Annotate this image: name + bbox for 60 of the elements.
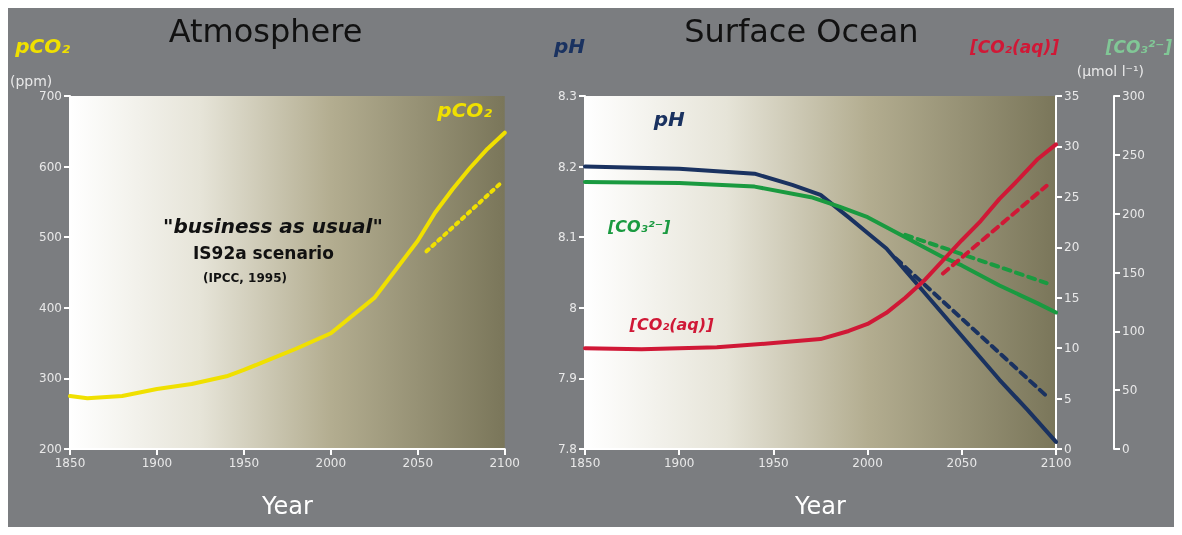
series-label: [CO₂(aq)] (628, 314, 715, 334)
x-tick-label: 1900 (663, 456, 695, 470)
y3-tick-label: 100 (1122, 324, 1145, 339)
y3-tick-label: 50 (1122, 383, 1138, 398)
x-tick-label: 2050 (946, 456, 978, 470)
y2-tick-label: 30 (1064, 139, 1080, 154)
line-series (583, 164, 1058, 444)
y3-tick-label: 150 (1122, 265, 1145, 280)
y-tick-label: 300 (39, 371, 62, 386)
annotation: (IPCC, 1995) (203, 271, 287, 285)
x-tick-label: 1900 (141, 456, 173, 470)
x-tick-label: 1850 (569, 456, 601, 470)
chart-title: Atmosphere (168, 12, 363, 50)
y3-tick-label: 0 (1122, 442, 1130, 456)
y-tick-label: 8.3 (557, 89, 577, 103)
x-tick-label: 1950 (228, 456, 260, 470)
y2-axis-title: [CO₂(aq)] (968, 36, 1060, 57)
line-series (68, 130, 507, 401)
y2-tick-label: 15 (1064, 290, 1080, 305)
x-tick-label: 1950 (758, 456, 789, 470)
chart-title: Surface Ocean (684, 12, 919, 50)
y3-tick-label: 300 (1122, 89, 1145, 103)
annotation: "business as usual" (163, 214, 383, 238)
x-axis-title: Year (260, 492, 313, 520)
x-tick-label: 2050 (402, 456, 434, 470)
y2-tick-label: 20 (1064, 240, 1080, 255)
y2-tick-label: 35 (1064, 89, 1080, 103)
y-tick-label: 8.2 (557, 159, 577, 174)
y3-tick-label: 250 (1122, 147, 1145, 162)
y3-axis-title: [CO₃²⁻] (1104, 36, 1173, 57)
line-series (583, 142, 1058, 352)
y-tick-label: 8 (569, 300, 577, 315)
text: (ppm) (10, 73, 53, 89)
y-tick-label: 200 (39, 442, 62, 456)
x-tick-label: 1850 (54, 456, 86, 470)
x-tick-label: 2100 (1040, 456, 1072, 470)
y3-tick-label: 200 (1122, 206, 1145, 221)
y-tick-label: 700 (39, 89, 62, 103)
text: [CO₃²⁻] (606, 216, 672, 236)
x-tick-label: 2100 (489, 456, 520, 470)
x-axis-title: Year (794, 492, 847, 520)
y-tick-label: 7.8 (557, 442, 577, 456)
series-label: pCO₂ (436, 97, 493, 122)
y-axis-title: pCO₂ (14, 34, 71, 58)
series-label: pH (652, 106, 685, 131)
y-tick-label: 500 (39, 230, 62, 245)
y-tick-label: 7.9 (557, 371, 577, 386)
y2-tick-label: 25 (1064, 189, 1080, 204)
annotation: IS92a scenario (193, 242, 334, 263)
x-tick-label: 2000 (315, 456, 347, 470)
line-series (583, 179, 1058, 315)
y2-tick-label: 10 (1064, 341, 1080, 356)
text: (μmol l⁻¹) (1076, 63, 1144, 79)
y-axis-title: pH (552, 34, 586, 58)
y-tick-label: 600 (39, 159, 62, 174)
x-tick-label: 2000 (852, 456, 883, 470)
y-tick-label: 8.1 (557, 230, 577, 245)
y2-tick-label: 0 (1064, 442, 1072, 456)
y2-tick-label: 5 (1064, 391, 1072, 406)
y-tick-label: 400 (39, 300, 62, 315)
